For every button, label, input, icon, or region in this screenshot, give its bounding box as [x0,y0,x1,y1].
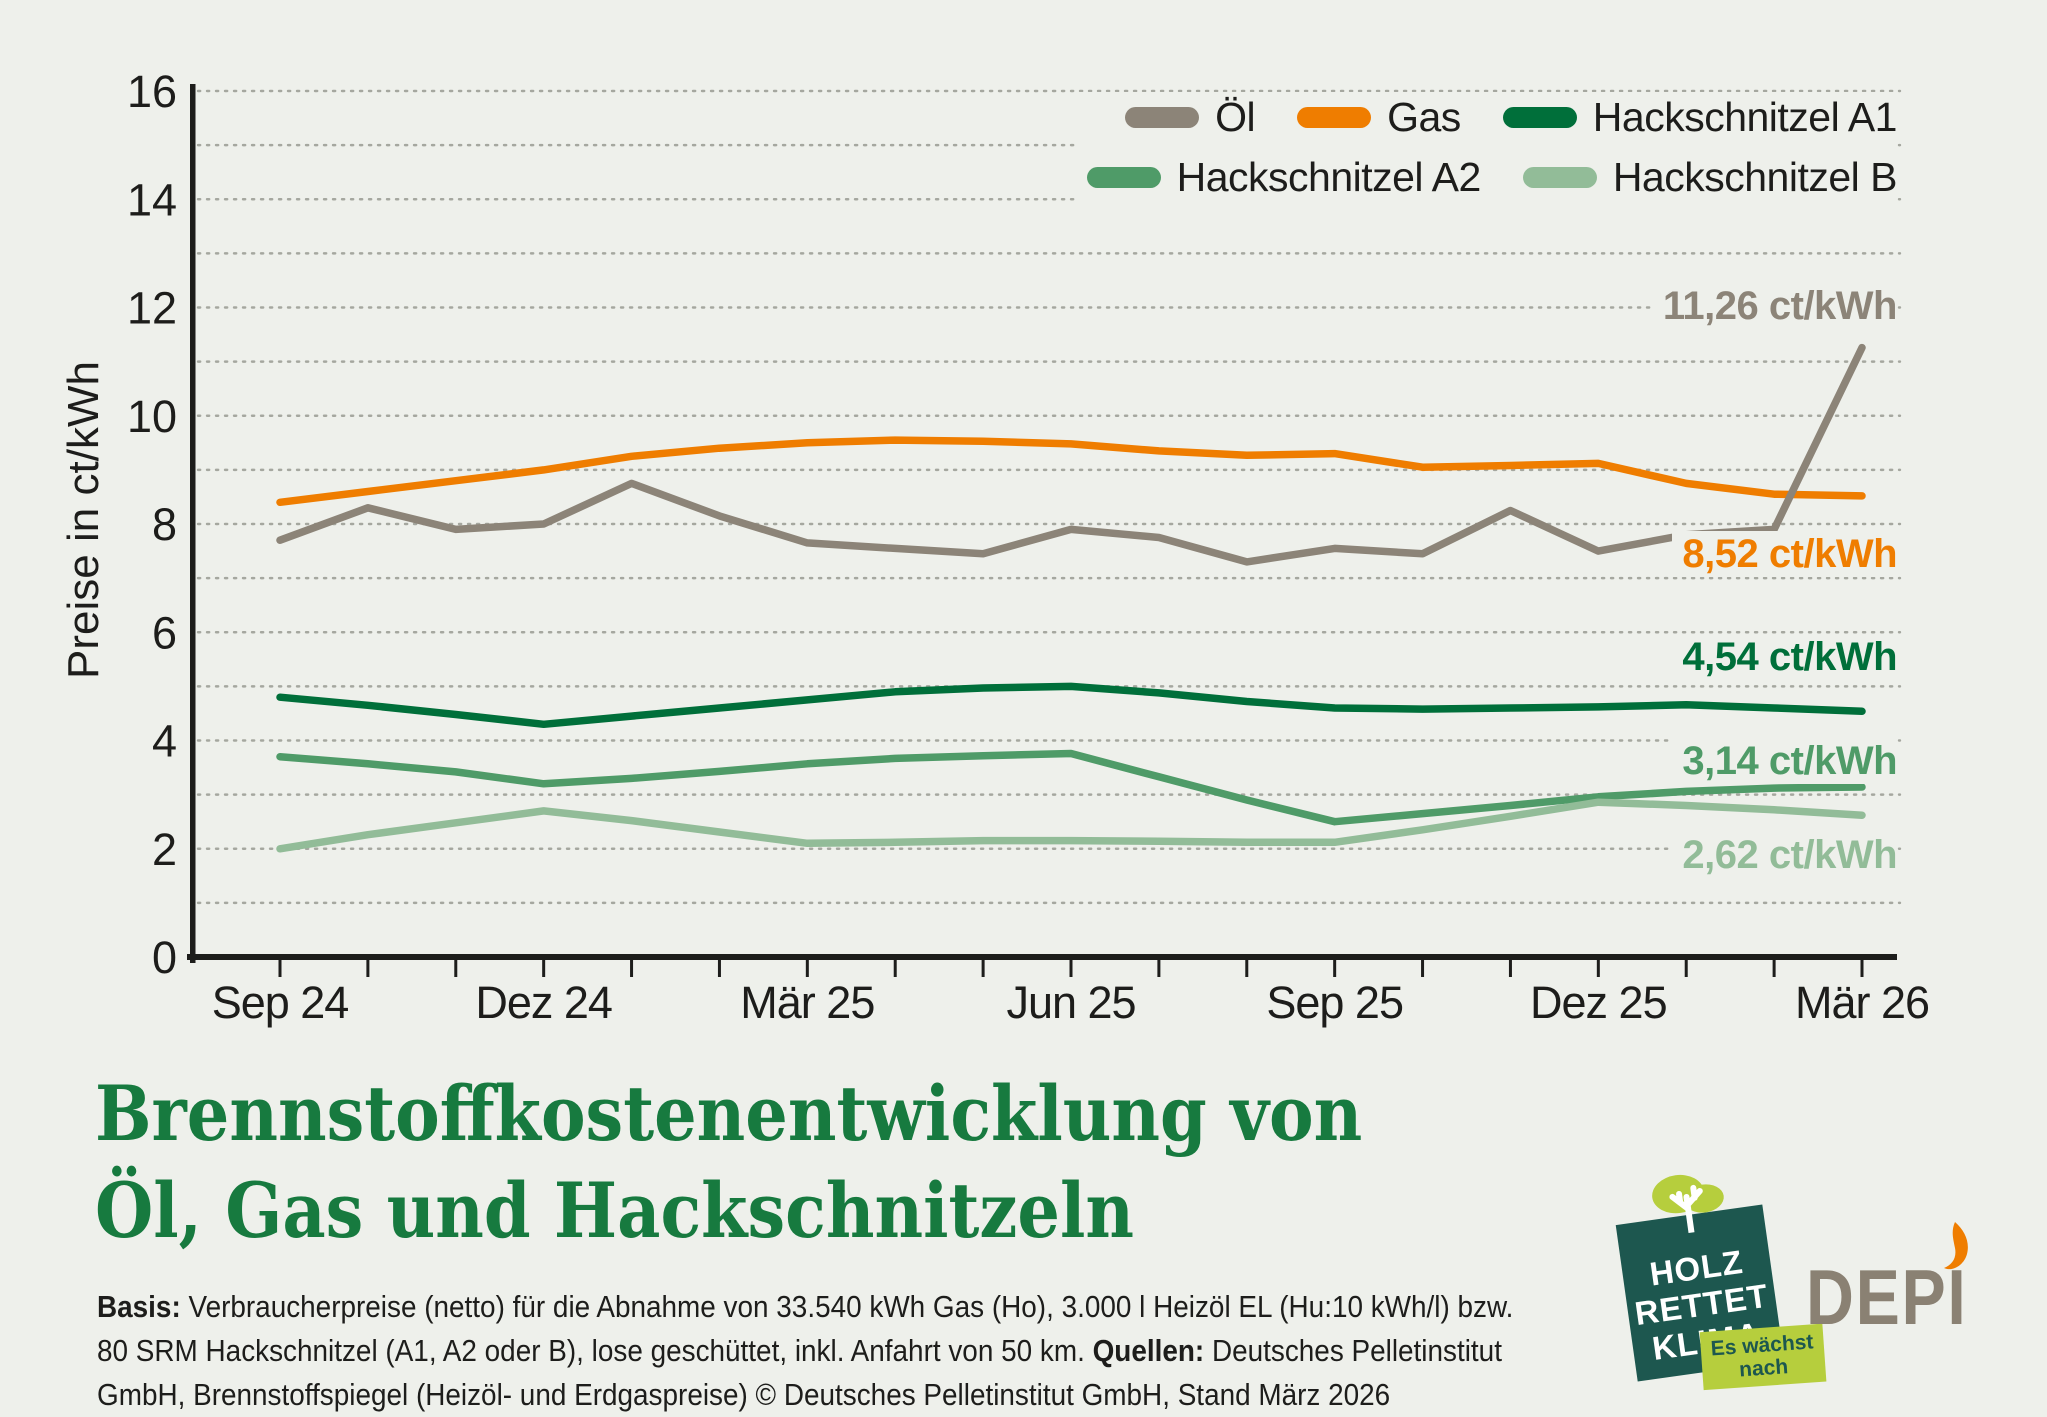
x-axis-tick [454,960,458,977]
x-axis-label: Jun 25 [1006,977,1135,1028]
end-label-hackschnitzel-b: 2,62 ct/kWh [1672,832,1897,878]
y-axis-label: 8 [152,499,177,550]
x-axis-tick [1860,960,1864,977]
legend-item-oel: Öl [1125,94,1256,141]
legend-item-hackschnitzel-a1: Hackschnitzel A1 [1502,94,1898,141]
end-label-gas: 8,52 ct/kWh [1672,531,1897,577]
x-axis-tick [1069,960,1073,977]
legend-swatch-hackschnitzel-a1 [1502,107,1577,128]
series-line-oel [276,343,1866,566]
y-axis-label: 4 [152,716,177,767]
page-title-line1: Brennstoffkostenentwicklung von [95,1069,1363,1158]
basis-text-2: 80 SRM Hackschnitzel (A1, A2 oder B), lo… [97,1333,1093,1369]
x-axis-tick [1157,960,1161,977]
basis-label: Basis: [97,1289,181,1324]
end-label-hackschnitzel-a1: 4,54 ct/kWh [1672,634,1897,680]
legend-label-oel: Öl [1215,94,1256,140]
series-line-gas [276,436,1866,507]
quellen-text: Deutsches Pelletinstitut [1204,1333,1502,1369]
x-axis-tick [1772,960,1776,977]
basis-text: Verbraucherpreise (netto) für die Abnahm… [180,1289,1514,1324]
y-axis-label: 6 [152,607,177,658]
y-axis-line [190,84,196,963]
x-axis-tick [1421,960,1425,977]
legend-item-hackschnitzel-a2: Hackschnitzel A2 [1086,154,1482,201]
y-axis-label: 2 [152,824,177,875]
x-axis-line [187,954,1897,960]
end-label-oel: 11,26 ct/kWh [1652,283,1898,329]
source-note: Basis: Verbraucherpreise (netto) für die… [97,1285,1513,1417]
page-title: Brennstoffkostenentwicklung von Öl, Gas u… [95,1066,1362,1259]
x-axis-label: Mär 26 [1795,977,1929,1028]
series-line-hackschnitzel-b [276,798,1866,853]
x-axis-tick [1333,960,1337,977]
x-axis-label: Dez 25 [1530,977,1667,1028]
x-axis-tick [805,960,809,977]
depi-logo: DEPI [1806,1253,1968,1341]
legend-label-hackschnitzel-a1: Hackschnitzel A1 [1592,94,1898,140]
legend-swatch-oel [1125,107,1200,128]
x-axis-tick [893,960,897,977]
legend-swatch-gas [1297,107,1372,128]
legend-item-gas: Gas [1297,94,1461,141]
quellen-label: Quellen: [1092,1333,1205,1369]
legend-label-hackschnitzel-a2: Hackschnitzel A2 [1176,154,1482,200]
x-axis-tick [1508,960,1512,977]
end-label-hackschnitzel-a2: 3,14 ct/kWh [1672,738,1897,784]
x-axis-label: Dez 24 [475,977,612,1028]
badge-tag-line2: nach [1738,1354,1789,1382]
y-axis-label: 14 [127,174,177,225]
x-axis-tick [1596,960,1600,977]
legend-label-gas: Gas [1387,94,1461,140]
y-axis-title: Preise in ct/kWh [59,361,108,679]
x-axis-tick [630,960,634,977]
source-note-line1: Basis: Verbraucherpreise (netto) für die… [97,1285,1513,1329]
source-note-line2: 80 SRM Hackschnitzel (A1, A2 oder B), lo… [97,1329,1513,1373]
chart-legend: Öl Gas Hackschnitzel A1 Hackschnitzel A2 Ha… [1076,92,1898,203]
series-line-hackschnitzel-a2 [276,749,1866,826]
x-axis-tick [366,960,370,977]
legend-row-1: Öl Gas Hackschnitzel A1 [1125,94,1898,141]
tree-icon [1652,1174,1724,1236]
x-axis-tick [1684,960,1688,977]
page-title-line2: Öl, Gas und Hackschnitzeln [95,1165,1134,1255]
depi-flame-icon [1944,1222,1968,1270]
price-trend-chart: Sep 24 Dez 24 Mär 25 Jun 25 Sep 25 Dez 25 Mär … [59,66,1930,1028]
y-axis-label: 10 [127,391,177,442]
series-line-hackschnitzel-a1 [276,682,1866,729]
y-axis-label: 12 [127,283,177,334]
x-axis-label: Sep 24 [212,977,349,1028]
legend-row-2: Hackschnitzel A2 Hackschnitzel B [1086,154,1898,201]
y-axis-label: 16 [127,66,177,117]
x-axis-tick [542,960,546,977]
legend-swatch-hackschnitzel-b [1522,167,1597,188]
legend-swatch-hackschnitzel-a2 [1086,167,1161,188]
x-axis-tick [981,960,985,977]
x-axis-label: Sep 25 [1266,977,1403,1028]
x-axis-label: Mär 25 [740,977,874,1028]
x-axis-tick [717,960,721,977]
x-axis-tick [1245,960,1249,977]
source-note-line3: GmbH, Brennstoffspiegel (Heizöl- und Erd… [97,1377,1391,1413]
x-axis-tick [278,960,282,977]
legend-item-hackschnitzel-b: Hackschnitzel B [1522,154,1898,201]
legend-label-hackschnitzel-b: Hackschnitzel B [1612,154,1898,200]
y-axis-label: 0 [152,932,177,983]
